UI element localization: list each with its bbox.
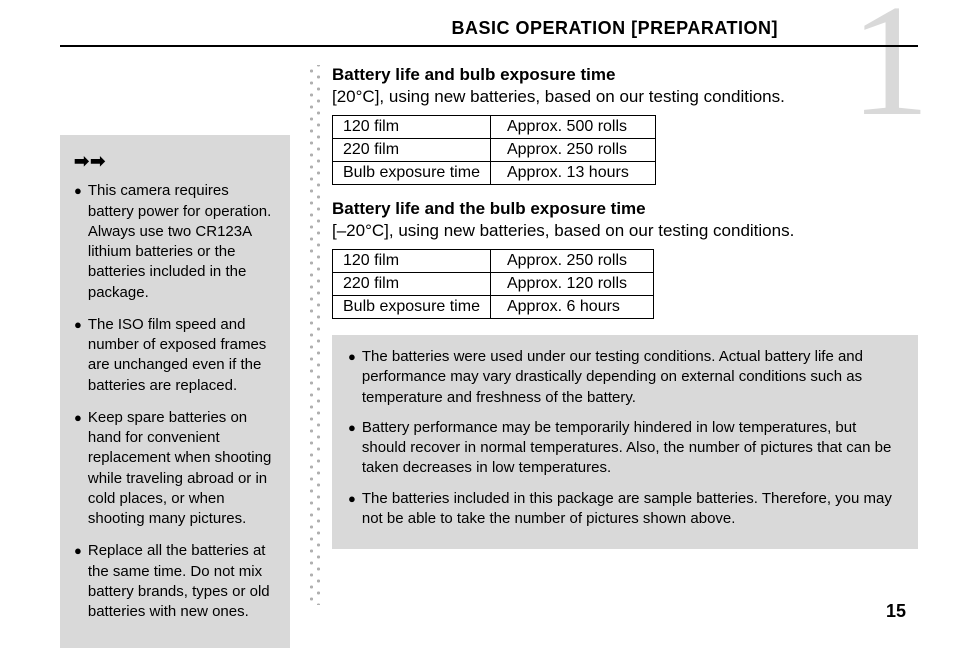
section2-table: 120 filmApprox. 250 rolls 220 filmApprox… <box>332 249 654 319</box>
notes-box: ●The batteries were used under our testi… <box>332 335 918 549</box>
tips-item-text: The ISO film speed and number of exposed… <box>88 315 276 396</box>
bullet-icon: ● <box>74 315 82 396</box>
tips-item-text: Keep spare batteries on hand for conveni… <box>88 408 276 530</box>
table-cell-value: Approx. 250 rolls <box>490 250 653 273</box>
bullet-icon: ● <box>348 418 356 479</box>
header-row: BASIC OPERATION [PREPARATION] <box>60 18 918 47</box>
dotted-divider <box>308 65 322 605</box>
tips-item: ●Keep spare batteries on hand for conven… <box>74 408 276 530</box>
table-cell-value: Approx. 6 hours <box>490 296 653 319</box>
tips-box: ➡➡ ●This camera requires battery power f… <box>60 135 290 648</box>
bullet-icon: ● <box>348 347 356 408</box>
notes-item-text: The batteries included in this package a… <box>362 489 902 530</box>
notes-item: ●Battery performance may be temporarily … <box>348 418 902 479</box>
table-row: Bulb exposure timeApprox. 6 hours <box>333 296 654 319</box>
bullet-icon: ● <box>74 181 82 303</box>
notes-item: ●The batteries included in this package … <box>348 489 902 530</box>
table-row: Bulb exposure timeApprox. 13 hours <box>333 162 656 185</box>
tips-item-text: Replace all the batteries at the same ti… <box>88 541 276 622</box>
section1-table: 120 filmApprox. 500 rolls 220 filmApprox… <box>332 115 656 185</box>
section2-subheading: [–20°C], using new batteries, based on o… <box>332 221 918 241</box>
bullet-icon: ● <box>74 408 82 530</box>
table-cell-value: Approx. 500 rolls <box>490 116 655 139</box>
table-row: 220 filmApprox. 250 rolls <box>333 139 656 162</box>
section1-subheading: [20°C], using new batteries, based on ou… <box>332 87 918 107</box>
tips-arrows-icon: ➡➡ <box>74 149 276 173</box>
section2-heading: Battery life and the bulb exposure time <box>332 199 918 219</box>
tips-item: ●Replace all the batteries at the same t… <box>74 541 276 622</box>
notes-item-text: Battery performance may be temporarily h… <box>362 418 902 479</box>
bullet-icon: ● <box>74 541 82 622</box>
table-cell-label: 120 film <box>333 250 491 273</box>
notes-item-text: The batteries were used under our testin… <box>362 347 902 408</box>
table-row: 220 filmApprox. 120 rolls <box>333 273 654 296</box>
section1-heading: Battery life and bulb exposure time <box>332 65 918 85</box>
tips-item: ●This camera requires battery power for … <box>74 181 276 303</box>
table-cell-label: Bulb exposure time <box>333 162 491 185</box>
tips-item-text: This camera requires battery power for o… <box>88 181 276 303</box>
table-cell-value: Approx. 13 hours <box>490 162 655 185</box>
table-cell-value: Approx. 120 rolls <box>490 273 653 296</box>
notes-list: ●The batteries were used under our testi… <box>348 347 902 529</box>
page-header-title: BASIC OPERATION [PREPARATION] <box>60 18 918 39</box>
bullet-icon: ● <box>348 489 356 530</box>
table-cell-label: Bulb exposure time <box>333 296 491 319</box>
tips-list: ●This camera requires battery power for … <box>74 181 276 622</box>
table-row: 120 filmApprox. 250 rolls <box>333 250 654 273</box>
table-cell-value: Approx. 250 rolls <box>490 139 655 162</box>
table-cell-label: 220 film <box>333 139 491 162</box>
tips-item: ●The ISO film speed and number of expose… <box>74 315 276 396</box>
table-cell-label: 220 film <box>333 273 491 296</box>
table-row: 120 filmApprox. 500 rolls <box>333 116 656 139</box>
notes-item: ●The batteries were used under our testi… <box>348 347 902 408</box>
table-cell-label: 120 film <box>333 116 491 139</box>
